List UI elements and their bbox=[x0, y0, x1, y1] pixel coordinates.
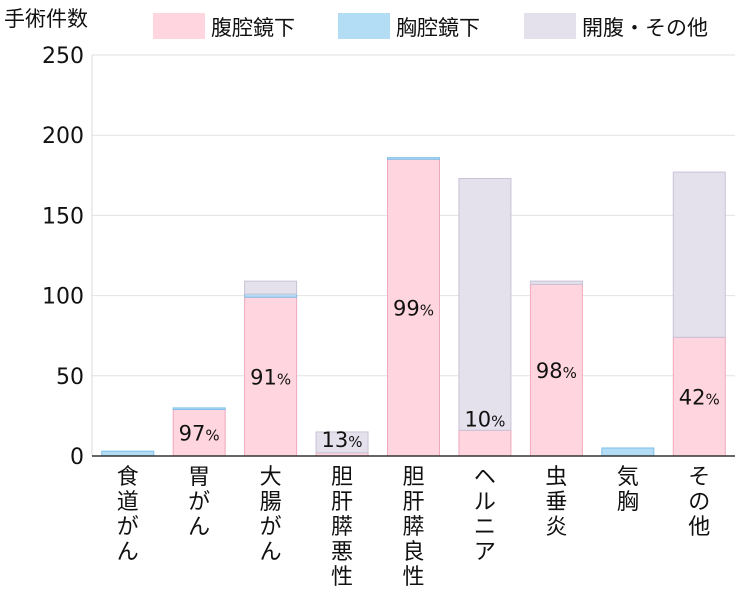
bar-segment bbox=[601, 447, 655, 457]
x-category-label: 性 bbox=[402, 565, 424, 590]
percent-label: 98% bbox=[536, 359, 577, 383]
bar-segment bbox=[529, 280, 583, 285]
x-category-label: ん bbox=[188, 515, 210, 540]
x-category-label: 食 bbox=[117, 465, 139, 490]
x-category-label: の bbox=[688, 490, 710, 515]
x-category-label: 膵 bbox=[331, 515, 353, 540]
x-category-label: 性 bbox=[331, 565, 353, 590]
x-category-label: 悪 bbox=[331, 540, 353, 565]
x-category-label: そ bbox=[688, 465, 710, 490]
x-category-label: 腸 bbox=[260, 490, 282, 515]
percent-label: 10% bbox=[464, 407, 505, 431]
x-category-label: 胸 bbox=[617, 490, 639, 515]
y-tick-label: 200 bbox=[42, 124, 84, 149]
x-category-label: 垂 bbox=[545, 490, 567, 515]
legend-label: 胸腔鏡下 bbox=[396, 16, 480, 40]
legend-swatch bbox=[153, 13, 205, 39]
percent-label: 99% bbox=[393, 297, 434, 321]
y-tick-label: 50 bbox=[56, 365, 84, 390]
percent-label: 42% bbox=[679, 386, 720, 410]
x-category-label: ヘ bbox=[474, 465, 496, 490]
y-tick-label: 150 bbox=[42, 204, 84, 229]
axes: 050100150200250食道がん胃がん大腸がん胆肝膵悪性胆肝膵良性ヘルニア… bbox=[42, 44, 735, 590]
x-category-label: が bbox=[260, 515, 282, 540]
legend-swatch bbox=[524, 13, 576, 39]
y-tick-label: 0 bbox=[70, 445, 84, 470]
bar-segment bbox=[458, 429, 512, 457]
x-category-label: 虫 bbox=[545, 465, 567, 490]
x-category-label: 胃 bbox=[188, 465, 210, 490]
y-axis-label: 手術件数 bbox=[4, 7, 88, 31]
x-category-label: 炎 bbox=[545, 515, 567, 540]
y-tick-label: 250 bbox=[42, 44, 84, 69]
legend-label: 腹腔鏡下 bbox=[211, 16, 295, 40]
percent-label: 13% bbox=[322, 428, 363, 452]
x-category-label: 道 bbox=[117, 490, 139, 515]
bar-segment bbox=[172, 407, 226, 410]
percent-label: 97% bbox=[179, 422, 220, 446]
x-category-label: ル bbox=[474, 490, 496, 515]
x-category-label: ん bbox=[260, 540, 282, 565]
x-category-label: ア bbox=[474, 540, 496, 565]
x-category-label: 良 bbox=[402, 540, 424, 565]
x-category-label: 膵 bbox=[402, 515, 424, 540]
x-category-label: 大 bbox=[260, 465, 282, 490]
x-category-label: 気 bbox=[617, 465, 639, 490]
legend-swatch bbox=[338, 13, 390, 39]
x-category-label: 胆 bbox=[331, 465, 353, 490]
x-category-label: ん bbox=[117, 540, 139, 565]
percent-label: 91% bbox=[250, 366, 291, 390]
x-category-label: 肝 bbox=[402, 490, 424, 515]
data-labels: 97% 91% 13% 99% 10% 98% 42% bbox=[179, 297, 720, 453]
x-category-label: ニ bbox=[474, 515, 496, 540]
bar-segment bbox=[315, 431, 369, 454]
x-category-label: が bbox=[188, 490, 210, 515]
bar-segment bbox=[672, 336, 726, 457]
bar-segment bbox=[387, 157, 440, 160]
bar-segment bbox=[244, 280, 298, 295]
x-category-label: 肝 bbox=[331, 490, 353, 515]
bar-segment bbox=[672, 171, 726, 338]
legend: 腹腔鏡下 胸腔鏡下 開腹・その他 bbox=[153, 13, 708, 40]
bars bbox=[101, 157, 726, 457]
x-category-label: が bbox=[117, 515, 139, 540]
legend-label: 開腹・その他 bbox=[582, 16, 708, 40]
x-category-label: 胆 bbox=[402, 465, 424, 490]
bar-segment bbox=[458, 178, 512, 431]
bar-segment bbox=[244, 296, 298, 457]
x-category-label: 他 bbox=[688, 515, 710, 540]
bar-segment bbox=[172, 408, 226, 457]
y-tick-label: 100 bbox=[42, 285, 84, 310]
